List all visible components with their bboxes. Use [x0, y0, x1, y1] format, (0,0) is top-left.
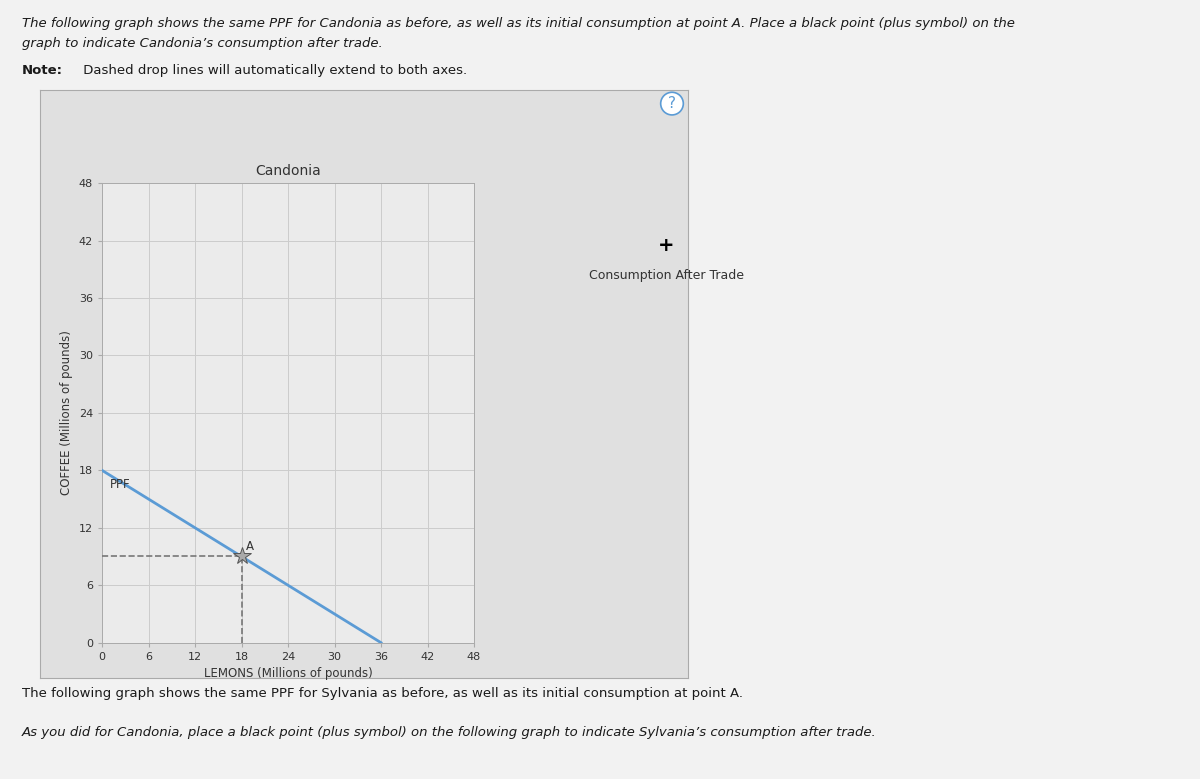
- Text: graph to indicate Candonia’s consumption after trade.: graph to indicate Candonia’s consumption…: [22, 37, 383, 51]
- Title: Candonia: Candonia: [256, 164, 320, 178]
- Text: Note:: Note:: [22, 64, 62, 77]
- Text: The following graph shows the same PPF for Sylvania as before, as well as its in: The following graph shows the same PPF f…: [22, 687, 743, 700]
- Text: PPF: PPF: [109, 478, 131, 491]
- Text: A: A: [246, 540, 254, 552]
- Text: Consumption After Trade: Consumption After Trade: [588, 269, 744, 282]
- Y-axis label: COFFEE (Millions of pounds): COFFEE (Millions of pounds): [60, 330, 73, 495]
- Text: ?: ?: [668, 96, 676, 111]
- Text: Dashed drop lines will automatically extend to both axes.: Dashed drop lines will automatically ext…: [79, 64, 467, 77]
- X-axis label: LEMONS (Millions of pounds): LEMONS (Millions of pounds): [204, 668, 372, 680]
- Text: +: +: [658, 236, 674, 255]
- Text: The following graph shows the same PPF for Candonia as before, as well as its in: The following graph shows the same PPF f…: [22, 17, 1014, 30]
- Text: As you did for Candonia, place a black point (plus symbol) on the following grap: As you did for Candonia, place a black p…: [22, 726, 876, 739]
